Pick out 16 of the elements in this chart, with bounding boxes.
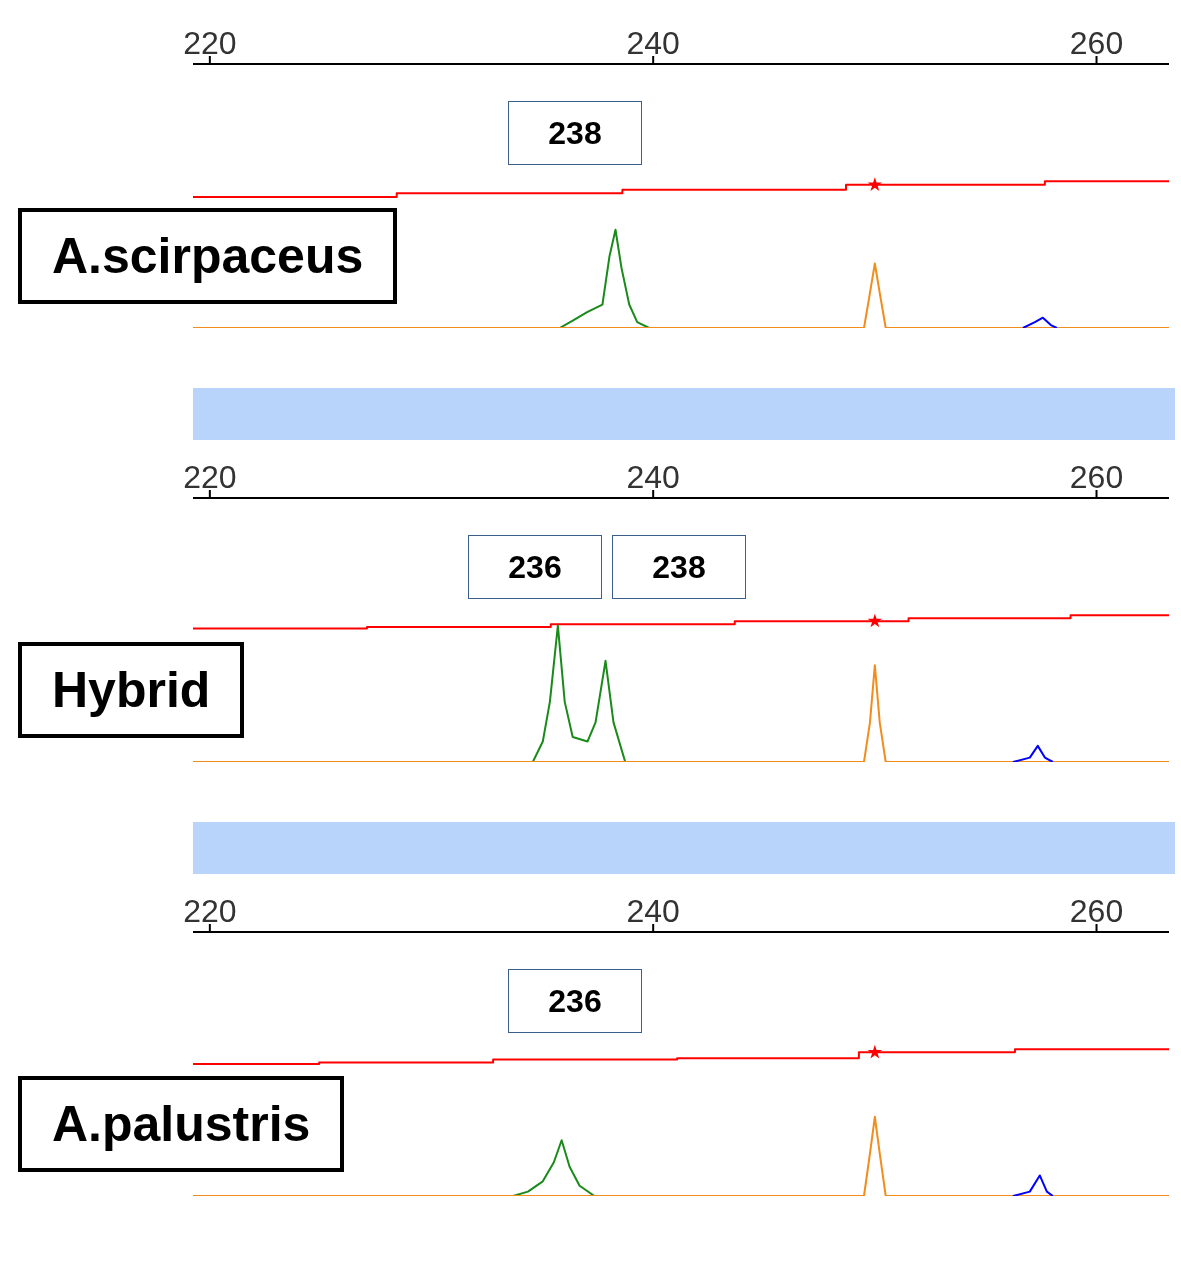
x-tick-label: 220	[183, 893, 237, 929]
x-tick-label: 260	[1069, 893, 1124, 929]
x-tick-label: 260	[1069, 459, 1124, 495]
text: 236	[508, 969, 642, 1033]
x-tick-label: 240	[626, 459, 680, 495]
text: 236	[468, 535, 602, 599]
x-tick-label: 260	[1069, 25, 1124, 61]
text: Hybrid	[18, 642, 245, 738]
text: A.palustris	[18, 1076, 345, 1172]
x-tick-label: 220	[183, 459, 237, 495]
x-tick-label: 240	[626, 25, 680, 61]
x-tick-label: 220	[183, 25, 237, 61]
text: A.scirpaceus	[18, 208, 398, 304]
text: 238	[612, 535, 746, 599]
text: 238	[508, 101, 642, 165]
x-tick-label: 240	[626, 893, 680, 929]
